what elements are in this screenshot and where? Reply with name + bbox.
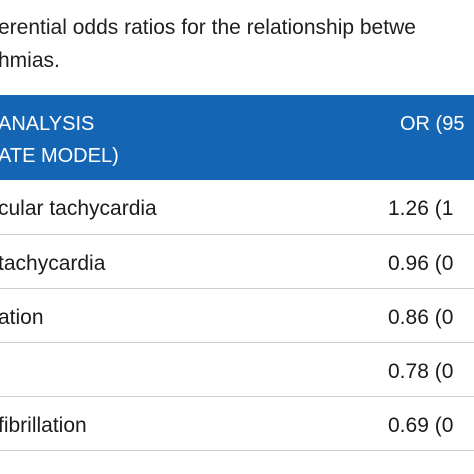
row-odds-ratio: 0.78 (0 <box>388 360 454 383</box>
row-odds-ratio: 1.26 (1 <box>388 197 454 220</box>
row-odds-ratio: 0.86 (0 <box>388 306 454 329</box>
header-or-label: OR (95 <box>400 113 465 135</box>
row-arrhythmia-label: cular tachycardia <box>0 197 157 220</box>
row-odds-ratio: 0.69 (0 <box>388 414 454 437</box>
table-caption: erential odds ratios for the relationshi… <box>0 0 474 95</box>
table-row: cular tachycardia 1.26 (1 <box>0 180 474 235</box>
table-row: tachycardia 0.96 (0 <box>0 235 474 289</box>
header-model-label: ATE MODEL) <box>0 145 119 167</box>
row-arrhythmia-label: fibrillation <box>0 414 87 437</box>
table-row: ation 0.86 (0 <box>0 289 474 343</box>
caption-line-2: hmias. <box>0 49 60 72</box>
row-arrhythmia-label: tachycardia <box>0 252 106 275</box>
table-body: cular tachycardia 1.26 (1 tachycardia 0.… <box>0 180 474 451</box>
table-header: ANALYSIS ATE MODEL) OR (95 <box>0 95 474 180</box>
row-odds-ratio: 0.96 (0 <box>388 252 454 275</box>
header-analysis-label: ANALYSIS <box>0 113 95 135</box>
caption-line-1: erential odds ratios for the relationshi… <box>0 16 416 39</box>
table-row: 0.78 (0 <box>0 343 474 397</box>
row-arrhythmia-label: ation <box>0 306 44 329</box>
table-row: fibrillation 0.69 (0 <box>0 397 474 451</box>
